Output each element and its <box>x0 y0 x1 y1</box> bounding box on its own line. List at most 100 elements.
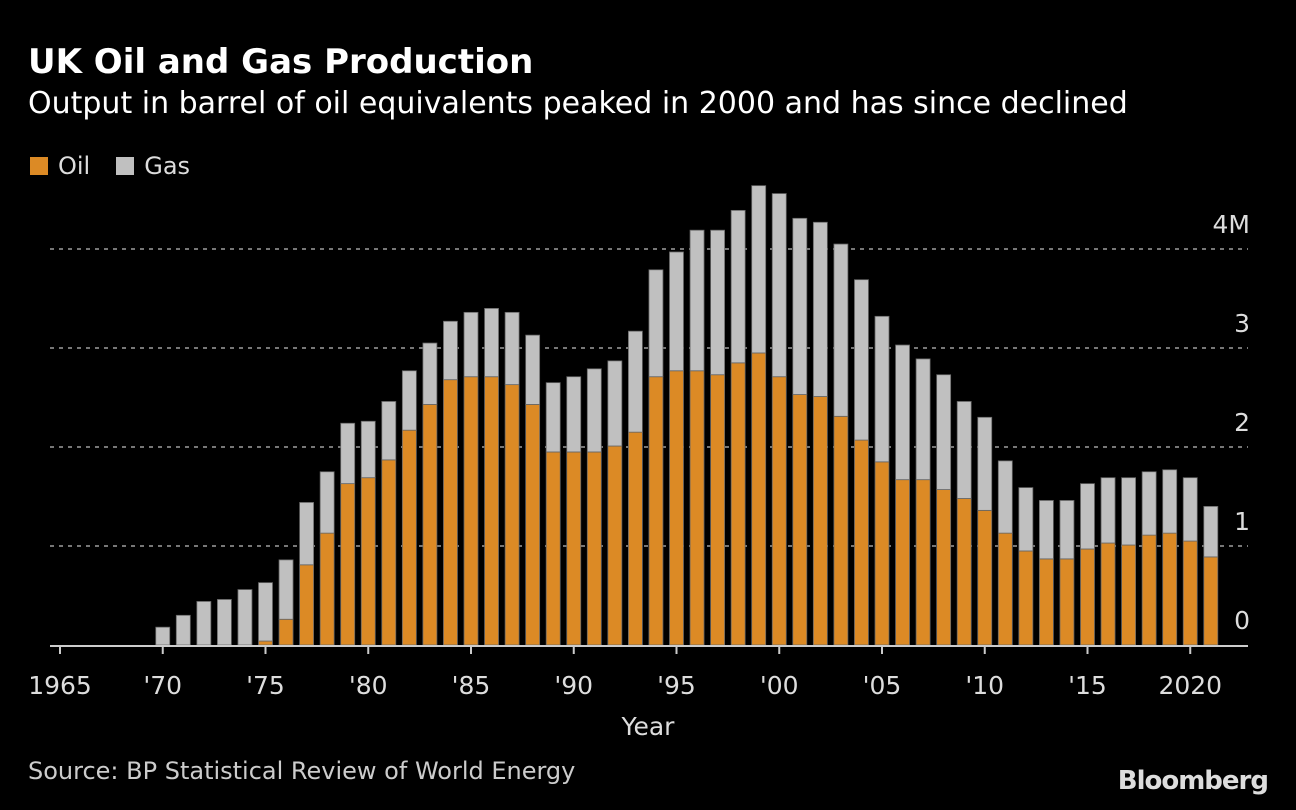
bar-gas <box>443 320 458 381</box>
chart-title: UK Oil and Gas Production <box>28 42 534 82</box>
x-axis-label: Year <box>621 712 676 741</box>
bar-oil <box>340 483 356 646</box>
bar-oil <box>895 479 910 646</box>
bar-gas <box>956 401 972 499</box>
bar-oil <box>833 415 849 646</box>
bar-oil <box>915 479 931 646</box>
legend-item-gas: Gas <box>116 152 190 180</box>
bar-gas <box>1018 487 1034 552</box>
x-tick-label: '05 <box>863 671 902 700</box>
bar-gas <box>155 626 171 646</box>
bar-gas <box>1059 500 1075 560</box>
bar-gas <box>319 471 335 534</box>
bar-gas <box>504 311 520 386</box>
bar-gas <box>278 559 294 620</box>
bar-gas <box>401 370 417 431</box>
y-tick-label: 2 <box>1234 408 1250 437</box>
bar-oil <box>751 352 767 646</box>
bar-oil <box>1121 544 1136 646</box>
bar-gas <box>915 358 931 481</box>
bar-oil <box>710 374 725 646</box>
source-note: Source: BP Statistical Review of World E… <box>28 757 576 785</box>
bar-gas <box>936 374 952 490</box>
bar-oil <box>997 532 1013 646</box>
bar-oil <box>1141 534 1157 646</box>
bar-oil <box>689 370 705 646</box>
bar-gas <box>669 251 684 372</box>
bar-gas <box>1182 477 1198 542</box>
chart-subtitle: Output in barrel of oil equivalents peak… <box>28 86 1128 121</box>
bar-oil <box>360 477 376 646</box>
y-tick-label: 1 <box>1234 507 1250 536</box>
bar-oil <box>607 445 623 646</box>
bar-oil <box>1018 550 1034 646</box>
bloomberg-logo: Bloomberg <box>1117 766 1269 796</box>
bar-oil <box>381 459 397 646</box>
bar-gas <box>895 344 910 481</box>
y-tick-label: 0 <box>1234 606 1250 635</box>
x-tick-label: '70 <box>143 671 182 700</box>
x-tick-label: '75 <box>246 671 285 700</box>
bar-gas <box>566 376 582 453</box>
bar-oil <box>443 379 458 646</box>
x-tick-label: '90 <box>554 671 593 700</box>
bar-gas <box>607 360 623 447</box>
bar-oil <box>977 509 993 646</box>
bar-oil <box>258 640 273 646</box>
bar-gas <box>854 279 869 441</box>
bar-oil <box>1080 548 1095 646</box>
x-tick-label: 2020 <box>1158 671 1222 700</box>
x-tick-label: '80 <box>349 671 388 700</box>
bar-gas <box>1162 469 1178 534</box>
x-tick-label: '95 <box>657 671 696 700</box>
bar-oil <box>1203 556 1219 646</box>
bar-oil <box>1059 558 1075 646</box>
bar-oil <box>401 429 417 646</box>
bar-oil <box>484 376 499 646</box>
bar-oil <box>812 396 828 646</box>
bar-gas <box>1100 477 1116 544</box>
bar-oil <box>504 384 520 646</box>
bar-oil <box>586 451 602 646</box>
bar-gas <box>216 599 232 646</box>
bar-gas <box>258 582 273 642</box>
bar-oil <box>319 532 335 646</box>
y-tick-label: 3 <box>1234 309 1250 338</box>
y-tick-label: 4M <box>1213 210 1250 239</box>
bar-gas <box>648 269 664 378</box>
bar-gas <box>340 422 356 485</box>
bar-gas <box>484 307 499 378</box>
bar-gas <box>299 502 315 566</box>
bar-gas <box>1203 505 1219 558</box>
legend-label-oil: Oil <box>58 152 91 180</box>
bar-oil <box>1162 532 1178 646</box>
bar-oil <box>956 498 972 646</box>
bar-gas <box>997 460 1013 534</box>
bar-oil <box>730 362 746 646</box>
bar-gas <box>422 342 438 405</box>
bar-gas <box>381 401 397 461</box>
bar-gas <box>1121 477 1136 546</box>
bar-gas <box>874 315 890 463</box>
bar-oil <box>566 451 582 646</box>
bar-gas <box>196 601 212 646</box>
bar-oil <box>422 404 438 646</box>
bar-oil <box>1039 558 1054 646</box>
bar-oil <box>545 451 561 646</box>
bar-gas <box>545 382 561 453</box>
bar-oil <box>1182 540 1198 646</box>
bar-oil <box>525 404 541 646</box>
legend-item-oil: Oil <box>30 152 90 180</box>
bar-gas <box>1039 500 1054 560</box>
bar-oil <box>669 370 684 646</box>
bar-oil <box>628 431 643 646</box>
bar-gas <box>1141 471 1157 536</box>
bar-oil <box>854 439 869 646</box>
legend: Oil Gas <box>30 152 216 180</box>
bar-gas <box>833 243 849 417</box>
bar-gas <box>771 193 787 378</box>
bar-oil <box>771 376 787 646</box>
bar-gas <box>710 229 725 376</box>
x-tick-label: '00 <box>760 671 799 700</box>
legend-label-gas: Gas <box>144 152 191 180</box>
